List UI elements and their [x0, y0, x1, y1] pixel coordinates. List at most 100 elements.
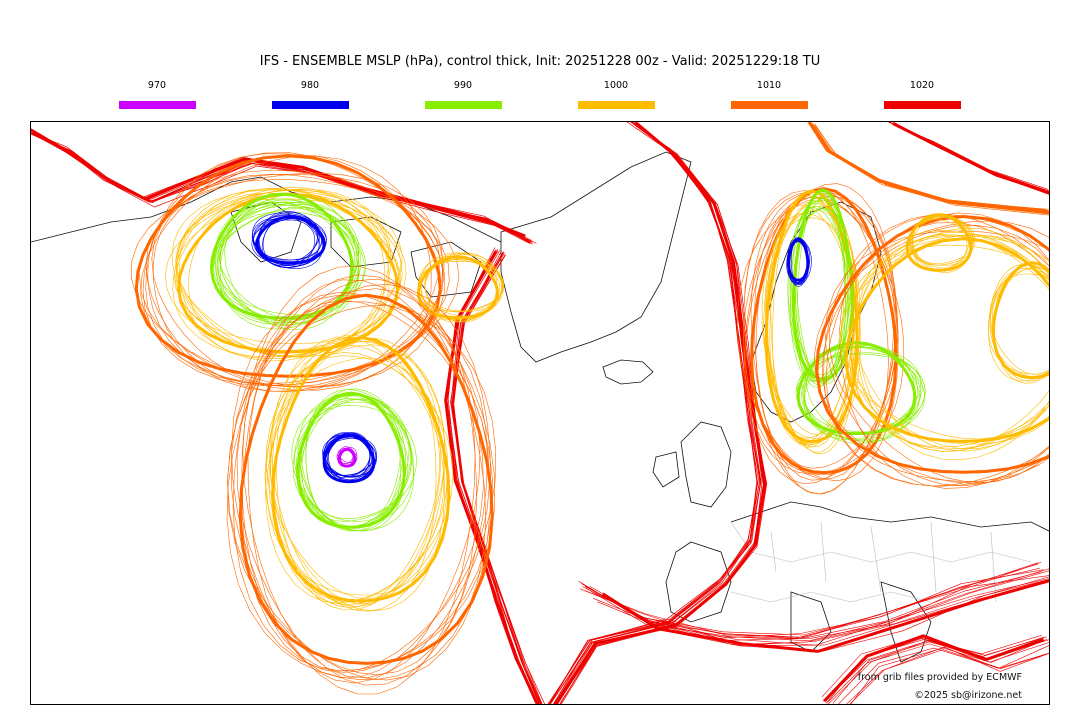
isobar-990 [787, 192, 847, 384]
isobar-980 [251, 214, 319, 265]
isobar-1010 [745, 190, 889, 475]
isobar-1000 [772, 195, 860, 446]
isobar-1010 [227, 283, 492, 681]
coastline-north-america [31, 176, 502, 243]
isobar-970 [337, 448, 354, 464]
legend-swatch [271, 101, 349, 109]
isobar-990 [796, 353, 926, 444]
coastline-british-isles [652, 421, 732, 508]
isobar-1020 [584, 575, 1049, 645]
coastline-europe [665, 501, 1049, 663]
isobar-1020 [821, 634, 1042, 698]
isobar-1020 [827, 638, 1048, 703]
isobar-1020 [549, 122, 759, 704]
coastline-greenland [500, 151, 692, 363]
isobar-1000 [268, 337, 445, 612]
isobar-1020 [554, 123, 763, 704]
legend-swatch [883, 101, 961, 109]
isobar-1010 [241, 291, 490, 672]
isobar-1010 [145, 179, 445, 393]
isobar-1020 [556, 125, 765, 704]
coastline-iceland [602, 359, 654, 385]
isobar-990 [795, 352, 918, 442]
isobar-1000 [424, 252, 503, 312]
isobar-990 [301, 388, 415, 527]
isobar-1000 [987, 263, 1049, 375]
isobar-1000 [848, 244, 1049, 461]
legend-item-1010: 1010 [729, 80, 809, 109]
legend-item-980: 980 [270, 80, 350, 109]
isobar-1020 [31, 133, 531, 243]
isobar-1000 [851, 234, 1049, 448]
isobar-990 [299, 394, 415, 531]
isobar-1000 [988, 264, 1049, 382]
isobar-1010 [152, 173, 450, 392]
isobar-1010 [743, 190, 897, 485]
isobar-1000 [991, 261, 1049, 380]
coastlines [31, 151, 1049, 663]
isobar-1020 [547, 122, 758, 704]
isobar-1000 [910, 213, 975, 266]
isobar-1000 [175, 186, 400, 345]
isobar-1020 [893, 123, 1049, 194]
isobar-1020 [453, 254, 543, 704]
isobar-1000 [264, 340, 437, 612]
legend-swatch [730, 101, 808, 109]
legend-label: 980 [300, 80, 320, 91]
isobar-1000 [763, 202, 853, 435]
isobar-1000 [420, 258, 498, 323]
isobar-1020 [597, 581, 1049, 646]
isobar-1020 [451, 251, 541, 704]
isobar-1010 [134, 154, 442, 378]
isobar-1020 [603, 576, 1049, 652]
isobar-980 [787, 240, 808, 284]
isobar-1020 [553, 122, 762, 704]
isobar-990 [794, 196, 849, 385]
isobar-1000 [989, 267, 1049, 378]
isobar-1020 [593, 579, 1049, 646]
isobar-1000 [424, 259, 504, 321]
isobar-990 [212, 201, 355, 319]
isobar-1010 [232, 266, 495, 672]
isobar-1000 [418, 252, 503, 312]
isobar-1010 [147, 169, 460, 386]
isobar-990 [295, 393, 405, 522]
isobar-1000 [274, 335, 448, 605]
isobar-970 [339, 446, 358, 464]
isobar-980 [327, 434, 377, 477]
isobar-1000 [761, 209, 859, 448]
isobar-1010 [140, 154, 441, 388]
isobar-1010 [247, 300, 484, 679]
isobar-1010 [808, 122, 1048, 211]
isobar-1020 [825, 637, 1041, 704]
isobar-1010 [131, 172, 444, 391]
isobar-1010 [241, 279, 493, 673]
isobar-1020 [838, 645, 1049, 704]
isobar-ensemble [31, 122, 1049, 704]
isobar-990 [210, 201, 359, 320]
isobar-990 [789, 206, 849, 388]
isobar-970 [336, 448, 354, 467]
isobar-980 [252, 219, 316, 268]
isobar-990 [297, 395, 409, 522]
isobar-1020 [846, 649, 1049, 704]
isobar-1020 [556, 123, 765, 704]
isobar-1010 [825, 222, 1049, 487]
isobar-1000 [856, 234, 1049, 452]
isobar-1020 [832, 639, 1049, 704]
isobar-1020 [591, 578, 1049, 646]
isobar-1010 [236, 304, 488, 686]
chart-title: IFS - ENSEMBLE MSLP (hPa), control thick… [259, 54, 821, 69]
isobar-1010 [242, 301, 497, 679]
isobar-1020 [893, 122, 1049, 193]
isobar-980 [257, 210, 323, 261]
isobar-990 [801, 345, 916, 442]
isobar-1000 [271, 352, 454, 602]
isobar-980 [322, 433, 372, 477]
isobar-1010 [821, 212, 1049, 482]
isobar-1010 [138, 155, 432, 388]
map-canvas [31, 122, 1049, 704]
isobar-1010 [750, 192, 897, 495]
isobar-1010 [230, 288, 476, 695]
legend-label: 1010 [756, 80, 782, 91]
